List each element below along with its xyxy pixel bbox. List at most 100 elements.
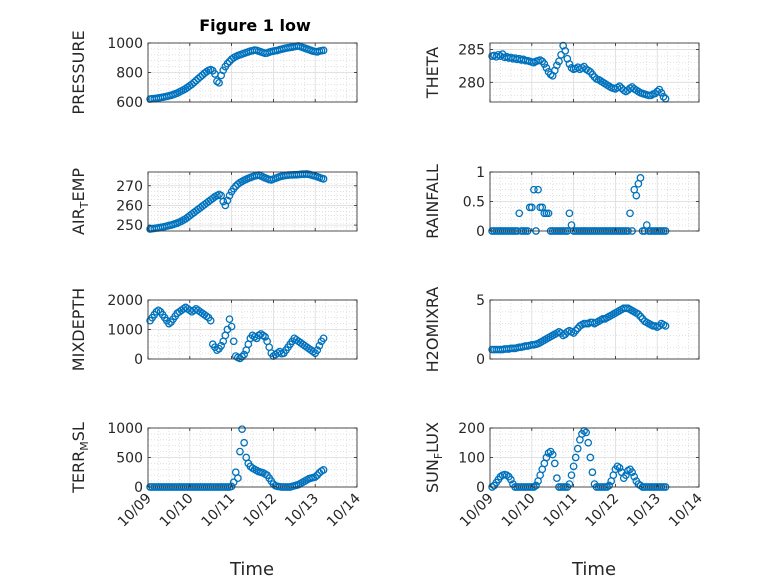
data-point (225, 315, 234, 324)
data-point (319, 466, 328, 474)
data-point (661, 322, 670, 330)
data-point (548, 450, 557, 459)
y-tick-label: 0 (476, 352, 485, 368)
x-axis-label-right: Time (571, 559, 616, 580)
data-point (313, 471, 322, 480)
data-point (229, 337, 238, 346)
data-point (626, 209, 634, 218)
y-tick-label: 0 (476, 480, 485, 496)
data-point (206, 316, 215, 325)
y-axis-label: THETA (423, 47, 442, 99)
y-tick-label: 100 (458, 451, 485, 467)
data-series (146, 303, 328, 363)
y-axis-label: SUNFLUX (423, 422, 445, 493)
data-point (530, 185, 538, 194)
axes-box (147, 171, 358, 232)
subplot-6: 0 5 H2OMIXRA (423, 287, 700, 373)
data-point (615, 463, 624, 472)
data-point (544, 209, 553, 218)
y-tick-label: 5 (476, 293, 485, 309)
data-series (146, 170, 328, 233)
data-point (319, 334, 328, 343)
data-point (621, 471, 630, 480)
data-point (532, 481, 540, 490)
data-point (225, 191, 234, 200)
data-point (569, 329, 578, 337)
data-point (315, 341, 324, 350)
data-point (540, 60, 549, 68)
y-tick-label: 0 (134, 480, 143, 496)
x-tick-label: 10/13 (282, 491, 322, 531)
x-tick-label: 10/12 (582, 491, 622, 531)
data-point (515, 209, 524, 218)
data-point (236, 447, 244, 456)
data-point (238, 352, 246, 361)
data-point (605, 481, 613, 490)
data-point (632, 191, 641, 200)
data-point (582, 428, 590, 437)
y-tick-label: 800 (116, 66, 143, 82)
subplot-5: 0 1000 2000 MIXDEPTH (69, 288, 358, 371)
data-point (227, 482, 236, 491)
data-point (628, 468, 636, 477)
data-point (553, 474, 561, 482)
data-point (571, 326, 580, 335)
data-point (615, 82, 624, 91)
data-point (492, 52, 501, 61)
data-point (557, 50, 565, 59)
subplot-1: 600 800 1000 PRESSURE (69, 30, 358, 115)
x-tick-label: 10/13 (624, 491, 664, 531)
y-axis-label: RAINFALL (423, 164, 442, 239)
data-point (313, 346, 322, 354)
data-point (553, 61, 561, 70)
y-axis-label: H2OMIXRA (423, 287, 442, 373)
data-point (565, 60, 574, 68)
y-tick-label: 0 (476, 224, 485, 240)
subplot-8: 0 100 200 10/09 10/10 10/11 10/12 10/13 10/14 SUN… (423, 421, 706, 530)
figure-title: Figure 1 low (199, 16, 311, 35)
y-axis-label: AIRTEMP (69, 168, 91, 235)
data-point (311, 473, 320, 481)
y-tick-label: 1000 (107, 36, 143, 52)
data-point (636, 174, 645, 182)
y-axis-label: PRESSURE (69, 30, 88, 114)
data-point (190, 78, 198, 87)
axes-box (489, 42, 700, 103)
subplot-3: 250 260 270 AIRTEMP (69, 168, 358, 235)
y-tick-label: 2000 (107, 293, 143, 309)
data-point (565, 209, 574, 218)
x-tick-label: 10/11 (541, 491, 581, 531)
data-point (550, 459, 559, 468)
data-point (234, 474, 242, 482)
data-point (507, 475, 515, 484)
data-point (588, 468, 597, 477)
data-point (534, 185, 542, 194)
data-point (586, 453, 595, 462)
data-point (236, 354, 244, 363)
data-point (223, 59, 232, 68)
data-point (240, 350, 248, 359)
x-tick-label: 10/14 (666, 490, 706, 530)
data-point (527, 203, 536, 212)
data-point (238, 425, 246, 434)
y-tick-label: 0 (134, 352, 143, 368)
x-tick-label: 10/12 (240, 491, 280, 531)
y-tick-label: 250 (116, 218, 143, 234)
data-point (542, 453, 551, 462)
x-tick-label: 10/14 (324, 490, 364, 530)
data-series (146, 42, 328, 103)
x-tick-label: 10/10 (499, 491, 539, 531)
y-tick-label: 1 (476, 165, 485, 181)
data-point (584, 438, 593, 447)
y-tick-label: 270 (116, 179, 143, 195)
data-point (657, 88, 666, 97)
y-tick-label: 1000 (107, 323, 143, 339)
x-axis-label-left: Time (229, 559, 274, 580)
data-point (219, 197, 228, 206)
data-point (653, 87, 662, 96)
y-tick-label: 1000 (107, 421, 143, 437)
data-series (488, 304, 670, 354)
x-tick-label: 10/09 (457, 491, 497, 531)
x-tick-label: 10/11 (199, 491, 239, 531)
